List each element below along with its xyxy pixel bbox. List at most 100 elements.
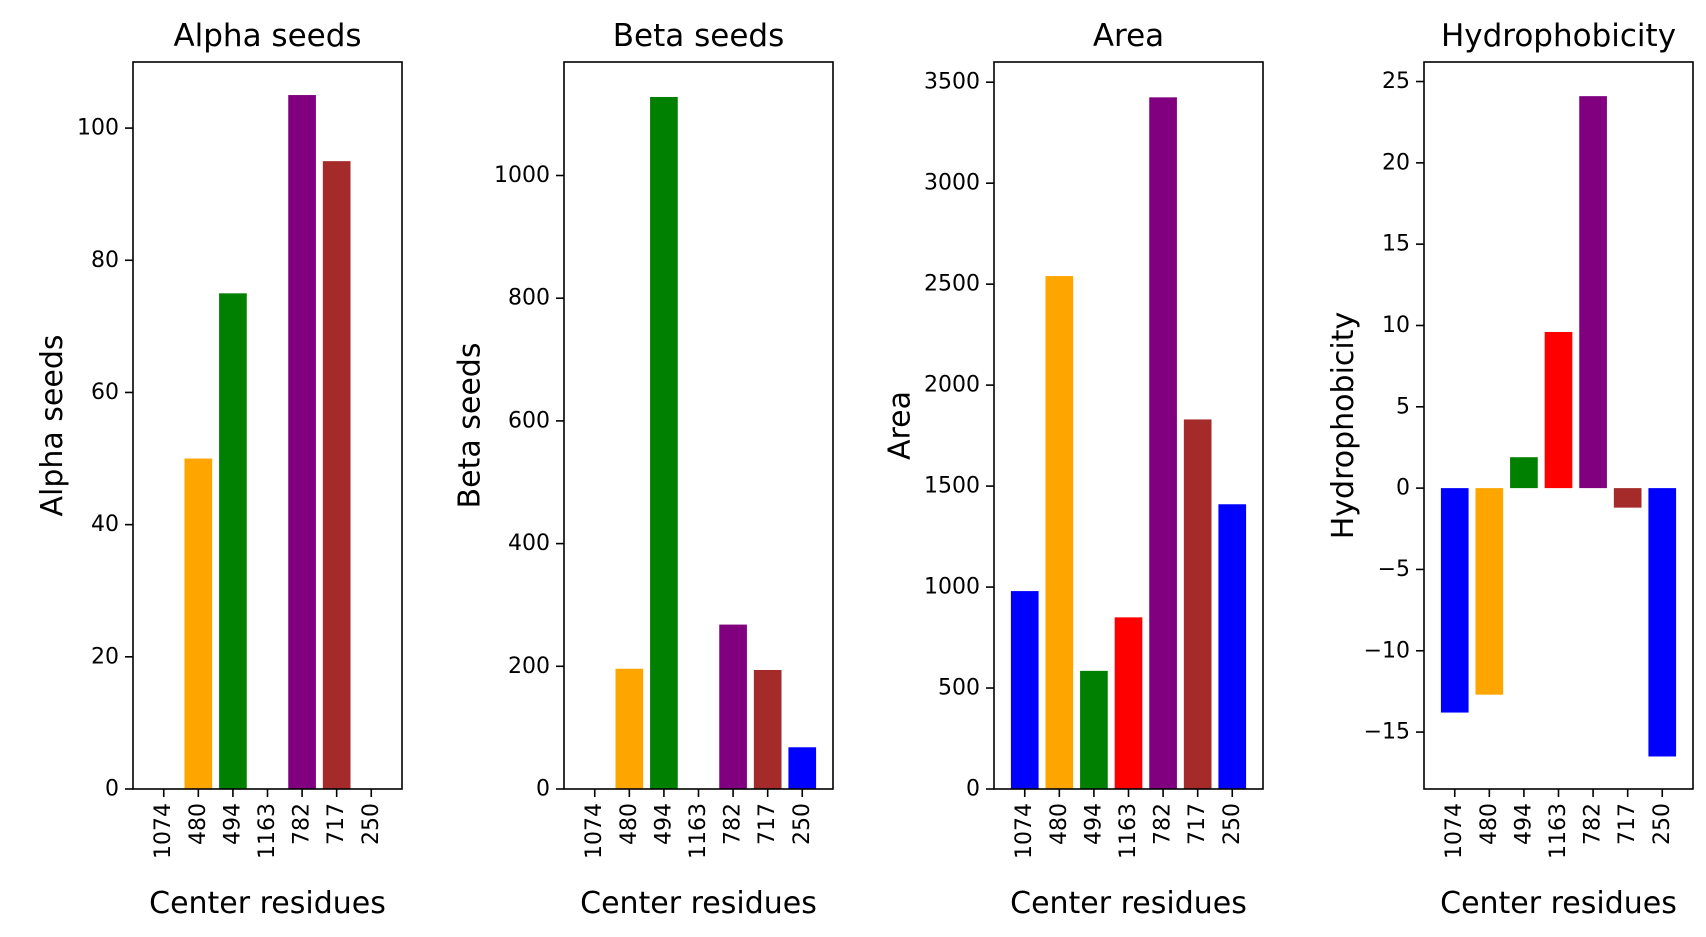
bar-494	[650, 96, 678, 790]
y-tick-label: 20	[91, 644, 119, 669]
bar-782	[1579, 96, 1607, 489]
bar-494	[1510, 457, 1538, 489]
x-tick-label: 1074	[582, 803, 607, 859]
y-tick-label: 500	[938, 676, 980, 701]
plot-frame	[993, 61, 1264, 790]
y-tick-label: 1000	[494, 163, 550, 188]
x-tick-label: 1074	[1442, 803, 1467, 859]
bar-717	[322, 161, 351, 789]
y-tick-label: 2000	[924, 373, 980, 398]
y-tick-label: 3500	[924, 70, 980, 95]
y-tick-label: −15	[1364, 720, 1410, 745]
chart-panel-2: 1074 480 494 1163 782 717 250 0 200 400 600 800 1000…	[453, 18, 834, 921]
chart-panel-3: 1074 480 494 1163 782 717 25005001000150020002…	[883, 18, 1264, 921]
x-tick-label: 480	[1047, 803, 1072, 845]
plot-frame	[1423, 61, 1694, 790]
y-tick-label: 25	[1382, 69, 1410, 94]
y-tick-label: 0	[105, 777, 119, 802]
y-tick-label: 5	[1396, 394, 1410, 419]
bar-1074	[1440, 488, 1469, 713]
y-tick-label: 40	[91, 512, 119, 537]
y-tick-label: 100	[77, 116, 119, 141]
x-tick-label: 1163	[255, 803, 280, 859]
chart-title: Beta seeds	[613, 18, 784, 54]
y-tick-label: 1000	[924, 575, 980, 600]
y-tick-label: −5	[1378, 557, 1410, 582]
x-tick-label: 480	[1477, 803, 1502, 845]
y-tick-label: 10	[1382, 313, 1410, 338]
y-tick-label: 800	[508, 286, 550, 311]
x-tick-label: 717	[324, 803, 349, 845]
bar-494	[219, 293, 247, 789]
x-tick-label: 1074	[151, 803, 176, 859]
y-axis-label: Hydrophobicity	[1326, 312, 1361, 540]
plot-frame	[563, 61, 834, 790]
x-tick-label: 1163	[686, 803, 711, 859]
chart-panel-4: 1074 480 494 1163 782 717 250 −15 −10 −5 0 5 10 15 20 2…	[1326, 18, 1694, 921]
x-tick-label: 250	[1220, 803, 1245, 845]
bar-782	[288, 95, 316, 790]
y-tick-label: 80	[91, 248, 119, 273]
x-tick-label: 717	[1185, 803, 1210, 845]
x-tick-label: 250	[790, 803, 815, 845]
x-tick-label: 782	[1151, 803, 1176, 845]
x-tick-label: 494	[651, 803, 676, 845]
y-tick-label: 400	[508, 531, 550, 556]
bar-480	[1045, 276, 1074, 789]
x-tick-label: 717	[755, 803, 780, 845]
y-tick-label: 3000	[924, 171, 980, 196]
y-tick-label: 1500	[924, 474, 980, 499]
bar-250	[1218, 504, 1247, 789]
x-tick-label: 782	[290, 803, 315, 845]
chart-title: Alpha seeds	[173, 18, 361, 54]
bar-480	[184, 458, 213, 789]
x-tick-label: 717	[1615, 803, 1640, 845]
chart-panel-1: 1074 480 494 1163 782 717 250 0 20 40 60 80 100 Alpha…	[35, 18, 403, 921]
bar-480	[615, 668, 644, 789]
bar-717	[1183, 419, 1212, 789]
x-tick-label: 782	[1581, 803, 1606, 845]
bar-480	[1475, 488, 1504, 695]
y-axis-label: Beta seeds	[453, 343, 488, 509]
y-tick-label: 0	[1396, 476, 1410, 501]
bar-1163	[1114, 617, 1143, 789]
bar-1074	[1010, 591, 1039, 789]
y-tick-label: −10	[1364, 638, 1410, 663]
chart-title: Area	[1093, 18, 1164, 54]
bar-782	[1149, 97, 1177, 790]
x-tick-label: 250	[1650, 803, 1675, 845]
x-axis-label: Center residues	[149, 886, 386, 921]
y-tick-label: 15	[1382, 232, 1410, 257]
x-axis-label: Center residues	[1440, 886, 1677, 921]
bar-250	[788, 747, 817, 789]
y-tick-label: 0	[536, 777, 550, 802]
x-tick-label: 494	[220, 803, 245, 845]
y-tick-label: 600	[508, 408, 550, 433]
plot-frame	[132, 61, 403, 790]
y-axis-label: Area	[883, 391, 918, 460]
x-tick-label: 1074	[1012, 803, 1037, 859]
x-tick-label: 1163	[1546, 803, 1571, 859]
bar-250	[1648, 488, 1677, 757]
x-tick-label: 494	[1081, 803, 1106, 845]
bar-1163	[1544, 331, 1573, 489]
x-tick-label: 480	[186, 803, 211, 845]
x-tick-label: 480	[617, 803, 642, 845]
bar-717	[1613, 488, 1642, 508]
y-tick-label: 20	[1382, 150, 1410, 175]
x-tick-label: 1163	[1116, 803, 1141, 859]
x-tick-label: 494	[1511, 803, 1536, 845]
y-tick-label: 2500	[924, 272, 980, 297]
y-tick-label: 0	[966, 777, 980, 802]
y-axis-label: Alpha seeds	[35, 334, 70, 516]
bar-717	[753, 669, 782, 789]
y-tick-label: 200	[508, 654, 550, 679]
bar-782	[719, 624, 747, 789]
x-axis-label: Center residues	[580, 886, 817, 921]
x-tick-label: 782	[721, 803, 746, 845]
chart-title: Hydrophobicity	[1441, 18, 1676, 54]
y-tick-label: 60	[91, 380, 119, 405]
x-tick-label: 250	[359, 803, 384, 845]
bar-494	[1080, 670, 1108, 789]
